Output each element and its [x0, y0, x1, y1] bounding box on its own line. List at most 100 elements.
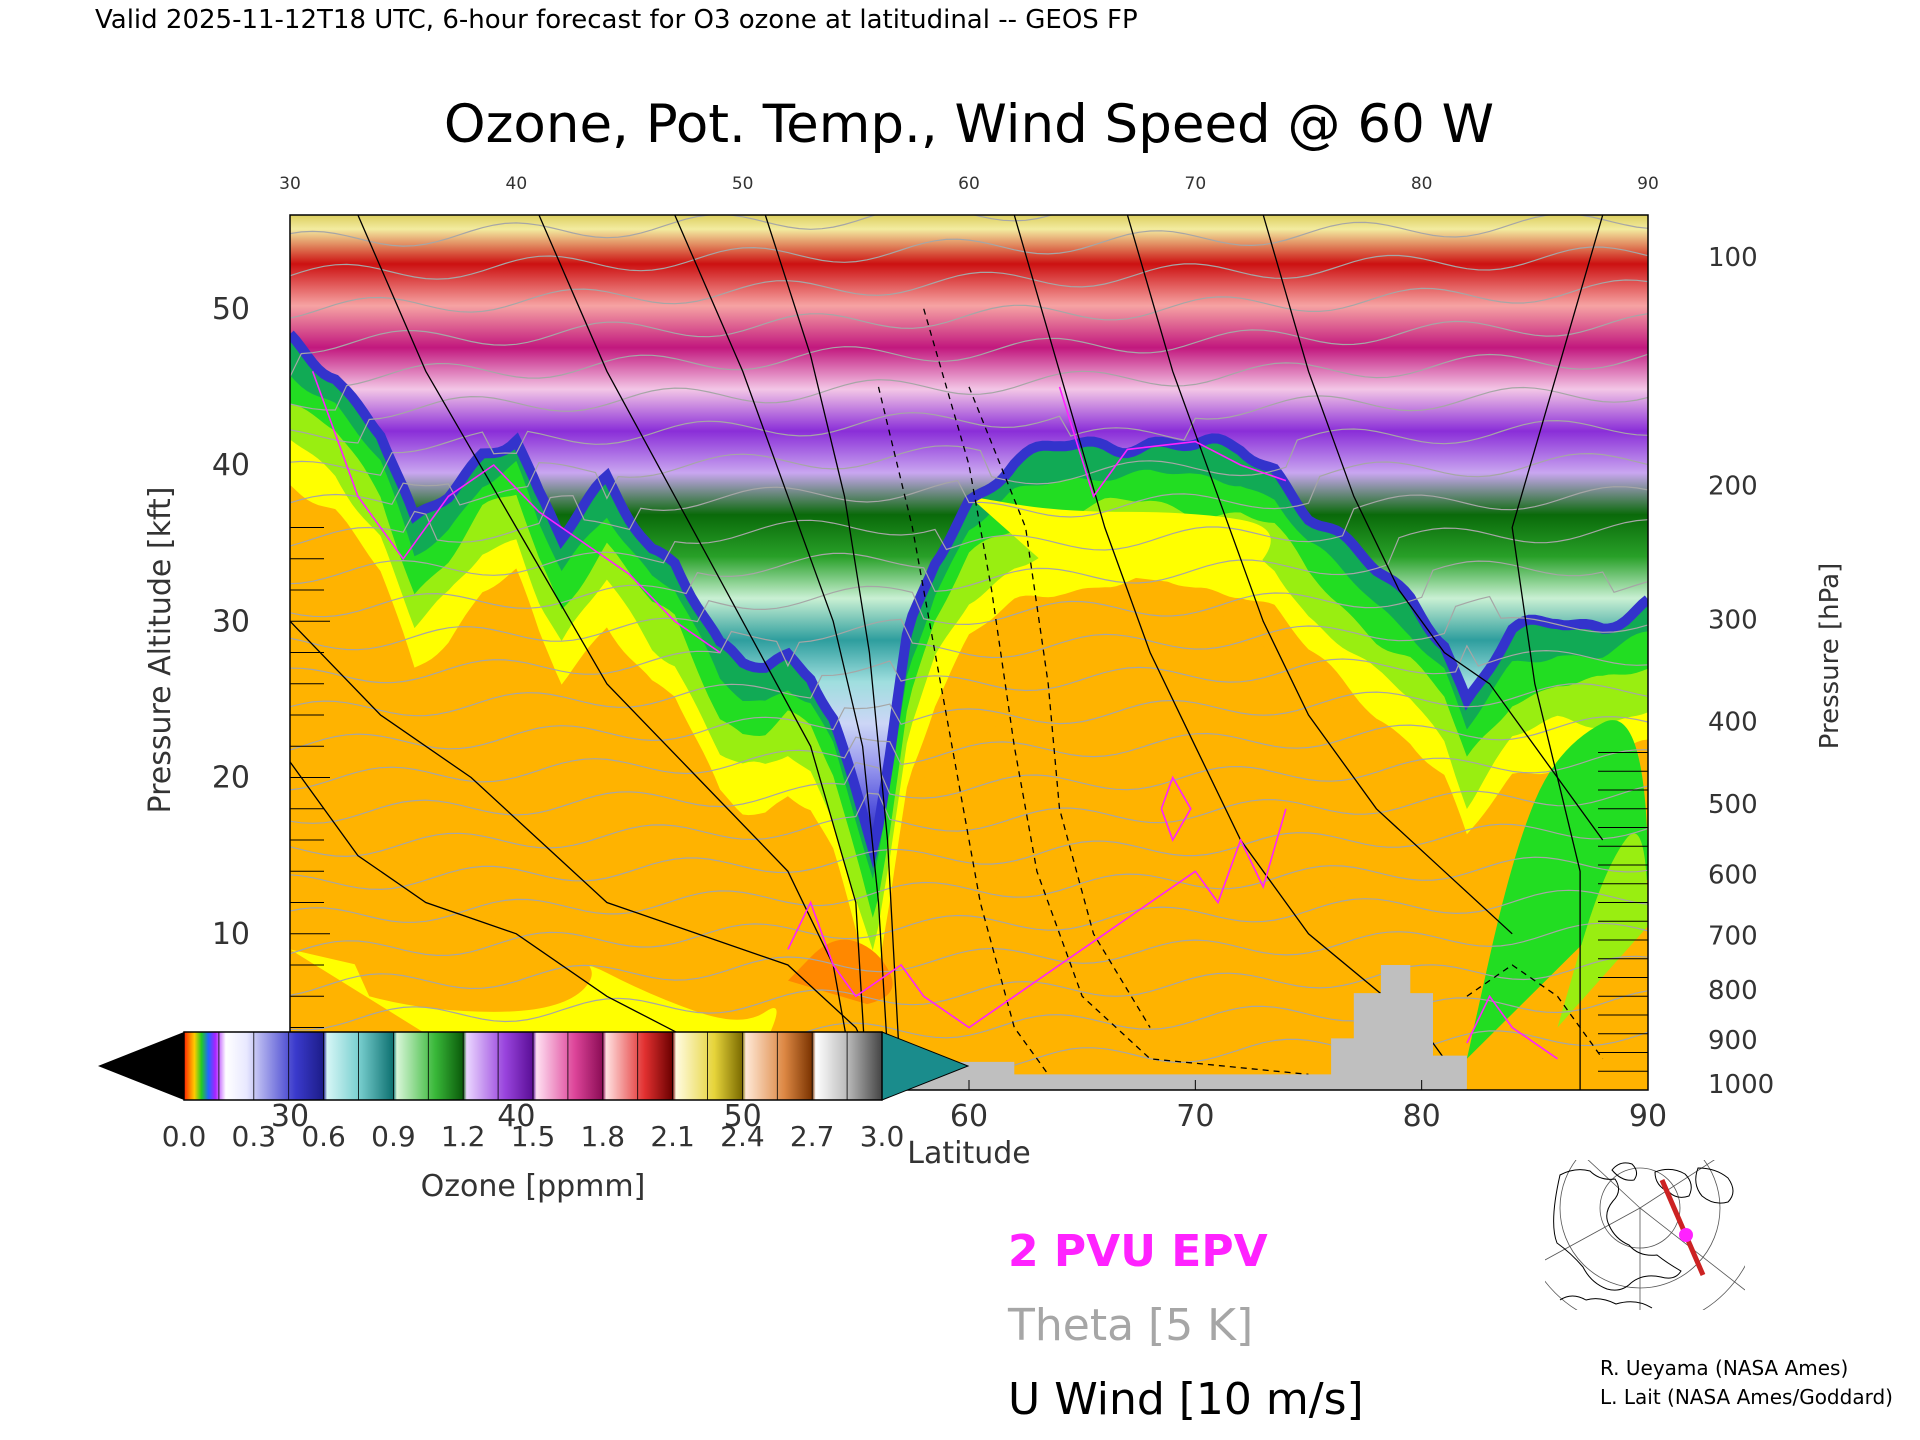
colorbar-tick-label: 0.0	[162, 1120, 207, 1153]
u-wind-easterly-contour	[877, 386, 1061, 1090]
ozone-lowlevel-orange-west	[312, 849, 592, 1012]
pressure-tick-label: 700	[1708, 921, 1758, 951]
theta-contour	[290, 519, 1648, 618]
colorbar-tick-label: 0.3	[232, 1120, 277, 1153]
colorbar-tick-label: 2.4	[720, 1120, 765, 1153]
valid-time-header: Valid 2025-11-12T18 UTC, 6-hour forecast…	[95, 5, 1138, 35]
colorbar-tick-label: 2.1	[650, 1120, 695, 1153]
ozone-orange-core	[923, 601, 1456, 895]
epv-2pvu-contour	[311, 370, 1558, 1060]
theta-contour	[290, 889, 1648, 957]
credit-line-1: R. Ueyama (NASA Ames)	[1600, 1356, 1848, 1380]
pressure-tick-label: 800	[1708, 976, 1758, 1006]
theta-contour	[290, 215, 1648, 280]
theta-contour	[290, 486, 1648, 585]
colorbar-label: Ozone [ppmm]	[421, 1169, 646, 1204]
chart-title: Ozone, Pot. Temp., Wind Speed @ 60 W	[444, 94, 1494, 155]
colorbar-tick-label: 0.9	[371, 1120, 416, 1153]
theta-contour	[290, 386, 1648, 476]
u-wind-easterly-contour	[923, 308, 1309, 1076]
x-tick-label: 60	[950, 1099, 988, 1134]
x-top-tick-label: 50	[732, 174, 754, 194]
colorbar-tick-label: 0.6	[301, 1120, 346, 1153]
y-axis-right: 100 200 300 400 500 600 700 800 900 1000	[1598, 243, 1774, 1100]
x-axis-label: Latitude	[907, 1136, 1030, 1171]
theta-contour	[290, 683, 1648, 751]
theta-contour	[290, 313, 1648, 411]
u-wind-westerly-contour	[1511, 215, 1604, 1090]
u-wind-easterly-contour	[968, 386, 1151, 1028]
theta-contour	[290, 644, 1648, 717]
theta-contour	[290, 716, 1648, 791]
pressure-tick-label: 1000	[1708, 1070, 1774, 1100]
ozone-green-polar	[1466, 720, 1648, 1059]
theta-contour	[290, 955, 1648, 1031]
colorbar-tick-labels: 0.0 0.3 0.6 0.9 1.2 1.5 1.8 2.1 2.4 2.7 3.0	[162, 1120, 905, 1153]
colorbar-frame	[183, 1031, 883, 1101]
y-tick-label: 50	[212, 292, 250, 327]
y-axis-left-label: Pressure Altitude [kft]	[143, 487, 178, 814]
legend-u-wind: U Wind [10 m/s]	[1008, 1374, 1364, 1425]
x-tick-label: 40	[497, 1099, 535, 1134]
colorbar-tick-label: 3.0	[860, 1120, 905, 1153]
x-tick-label: 90	[1629, 1099, 1667, 1134]
u-wind-easterly-contour	[1466, 964, 1604, 1060]
u-wind-westerly-contour	[764, 215, 902, 1090]
theta-contour	[290, 749, 1648, 824]
colorbar-tick-label: 2.7	[790, 1120, 835, 1153]
y-tick-label: 40	[212, 448, 250, 483]
theta-contour	[290, 823, 1648, 891]
theta-contour	[290, 215, 1054, 247]
epv-2pvu-line	[311, 370, 721, 654]
epv-2pvu-line	[787, 808, 1287, 1029]
x-top-tick-label: 90	[1637, 174, 1659, 194]
x-tick-label: 80	[1403, 1099, 1441, 1134]
tropopause-edge	[290, 330, 1648, 869]
x-top-tick-label: 80	[1411, 174, 1433, 194]
epv-2pvu-line	[1058, 386, 1287, 499]
theta-contour	[290, 560, 1648, 651]
pressure-tick-label: 600	[1708, 860, 1758, 890]
epv-2pvu-line	[1160, 775, 1192, 842]
legend: 2 PVU EPV Theta [5 K] U Wind [10 m/s]	[1007, 1226, 1364, 1425]
colorbar-under-arrow	[98, 1032, 184, 1100]
pressure-tick-label: 900	[1708, 1026, 1758, 1056]
theta-contour	[290, 452, 1648, 547]
theta-contour	[290, 856, 1648, 923]
x-top-tick-label: 30	[279, 174, 301, 194]
pressure-tick-label: 300	[1708, 606, 1758, 636]
u-wind-westerly-contour	[674, 215, 891, 1090]
legend-theta: Theta [5 K]	[1007, 1300, 1253, 1351]
pressure-tick-label: 500	[1708, 790, 1758, 820]
theta-contour	[290, 246, 1648, 319]
colorbar-dividers	[218, 1032, 883, 1100]
y-axis-right-label: Pressure [hPa]	[1815, 563, 1845, 750]
ozone-colorbar: 0.0 0.3 0.6 0.9 1.2 1.5 1.8 2.1 2.4 2.7 3.0 Ozone …	[98, 1031, 970, 1204]
polar-map-icon	[1545, 1160, 1745, 1310]
x-tick-label: 50	[724, 1099, 762, 1134]
u-wind-westerly-contour	[1126, 215, 1513, 935]
x-top-tick-label: 70	[1185, 174, 1207, 194]
x-tick-label: 30	[271, 1099, 309, 1134]
theta-contour	[290, 279, 1648, 377]
epv-2pvu-line	[1466, 994, 1558, 1060]
x-axis-top: 30 40 50 60 70 80 90	[279, 174, 1659, 194]
theta-contour	[290, 922, 1648, 996]
colorbar-tick-label: 1.2	[441, 1120, 486, 1153]
u-wind-westerly-contour	[538, 215, 868, 1090]
x-top-tick-label: 60	[958, 174, 980, 194]
theta-contour	[290, 785, 1648, 858]
ozone-fill-layers	[290, 215, 1648, 1090]
section-marker	[1679, 1228, 1693, 1242]
pressure-tick-label: 100	[1708, 243, 1758, 273]
y-tick-label: 10	[212, 917, 250, 952]
u-wind-contours	[290, 215, 1604, 1090]
y-tick-label: 20	[212, 761, 250, 796]
stratospheric-ozone-bands	[290, 215, 1648, 850]
u-wind-westerly-contour	[357, 215, 857, 1090]
u-wind-westerly-contour	[1262, 215, 1604, 841]
x-axis-bottom: 30 40 50 60 70 80 90	[271, 1080, 1667, 1134]
